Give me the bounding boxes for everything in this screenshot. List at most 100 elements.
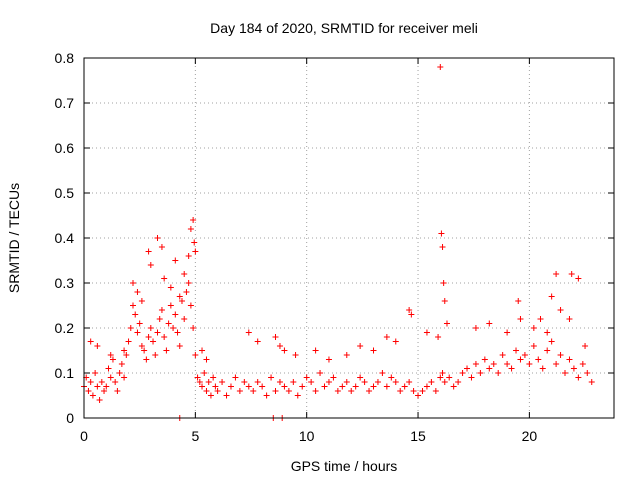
- data-point: [109, 356, 116, 363]
- data-point: [112, 379, 119, 385]
- x-tick-label: 15: [410, 428, 426, 444]
- data-point: [439, 244, 446, 250]
- data-point: [440, 280, 447, 286]
- data-point: [526, 361, 533, 367]
- x-axis-label: GPS time / hours: [291, 458, 398, 474]
- data-point: [281, 347, 288, 354]
- data-point: [161, 334, 168, 340]
- data-point: [330, 374, 337, 381]
- data-point: [535, 356, 542, 363]
- data-point: [263, 392, 270, 399]
- data-point: [272, 388, 279, 394]
- data-point: [268, 374, 275, 381]
- data-point: [141, 347, 148, 354]
- data-points: [81, 64, 595, 421]
- data-point: [181, 271, 188, 277]
- data-point: [419, 388, 426, 394]
- data-point: [94, 383, 101, 390]
- data-point: [107, 352, 114, 358]
- data-point: [410, 388, 417, 394]
- data-point: [348, 388, 355, 394]
- data-point: [192, 248, 199, 255]
- data-point: [121, 374, 128, 381]
- data-point: [121, 347, 128, 354]
- data-point: [557, 307, 564, 313]
- data-point: [495, 370, 502, 376]
- data-point: [477, 370, 484, 376]
- data-point: [294, 392, 301, 399]
- data-point: [250, 388, 257, 394]
- data-point: [388, 374, 395, 381]
- data-point: [544, 329, 551, 336]
- data-point: [241, 379, 248, 385]
- data-point: [374, 379, 381, 385]
- data-point: [548, 293, 555, 300]
- data-point: [370, 347, 377, 354]
- data-point: [185, 253, 192, 259]
- data-point: [125, 338, 132, 345]
- data-point: [357, 374, 364, 381]
- data-point: [504, 361, 511, 367]
- data-point: [321, 383, 328, 390]
- data-point: [167, 284, 174, 291]
- data-point: [254, 338, 261, 345]
- data-point: [145, 334, 152, 340]
- data-point: [143, 356, 150, 363]
- data-point: [383, 334, 390, 340]
- data-point: [455, 379, 462, 385]
- y-tick-label: 0.3: [55, 275, 75, 291]
- data-point: [515, 298, 522, 304]
- data-point: [566, 316, 573, 322]
- data-point: [276, 379, 283, 385]
- data-point: [167, 302, 174, 309]
- data-point: [187, 226, 194, 232]
- grid-lines: [84, 58, 614, 418]
- data-point: [190, 217, 197, 223]
- x-tick-label: 10: [299, 428, 315, 444]
- data-point: [227, 383, 234, 390]
- data-point: [150, 338, 157, 345]
- data-point: [290, 379, 297, 385]
- data-point: [562, 370, 569, 376]
- data-point: [114, 388, 121, 394]
- data-point: [472, 361, 479, 367]
- data-point: [181, 316, 188, 322]
- data-point: [303, 374, 310, 381]
- y-tick-label: 0.8: [55, 50, 75, 66]
- data-point: [276, 343, 283, 349]
- data-point: [437, 64, 444, 70]
- data-point: [192, 352, 199, 358]
- data-point: [517, 316, 524, 322]
- data-point: [103, 383, 110, 390]
- y-tick-label: 0.5: [55, 185, 75, 201]
- data-point: [107, 374, 114, 381]
- data-point: [196, 379, 203, 385]
- data-point: [87, 338, 94, 345]
- y-tick-label: 0.4: [55, 230, 75, 246]
- data-point: [178, 298, 185, 304]
- data-point: [486, 365, 493, 372]
- data-point: [210, 374, 217, 381]
- data-point: [406, 379, 413, 385]
- data-point: [450, 383, 457, 390]
- data-point: [584, 370, 591, 376]
- data-point: [486, 320, 493, 327]
- data-point: [158, 307, 165, 313]
- data-point: [205, 379, 212, 385]
- data-point: [190, 325, 197, 331]
- data-point: [138, 298, 145, 304]
- data-point: [308, 379, 315, 385]
- data-point: [183, 289, 190, 295]
- data-point: [575, 374, 582, 381]
- data-point: [530, 325, 537, 331]
- data-point: [101, 388, 108, 394]
- data-point: [459, 370, 466, 376]
- data-point: [317, 370, 324, 376]
- data-point: [116, 370, 123, 376]
- data-point: [312, 347, 319, 354]
- data-point: [357, 343, 364, 349]
- data-point: [438, 230, 445, 237]
- data-point: [129, 302, 136, 309]
- data-point: [96, 397, 103, 403]
- data-point: [401, 383, 408, 390]
